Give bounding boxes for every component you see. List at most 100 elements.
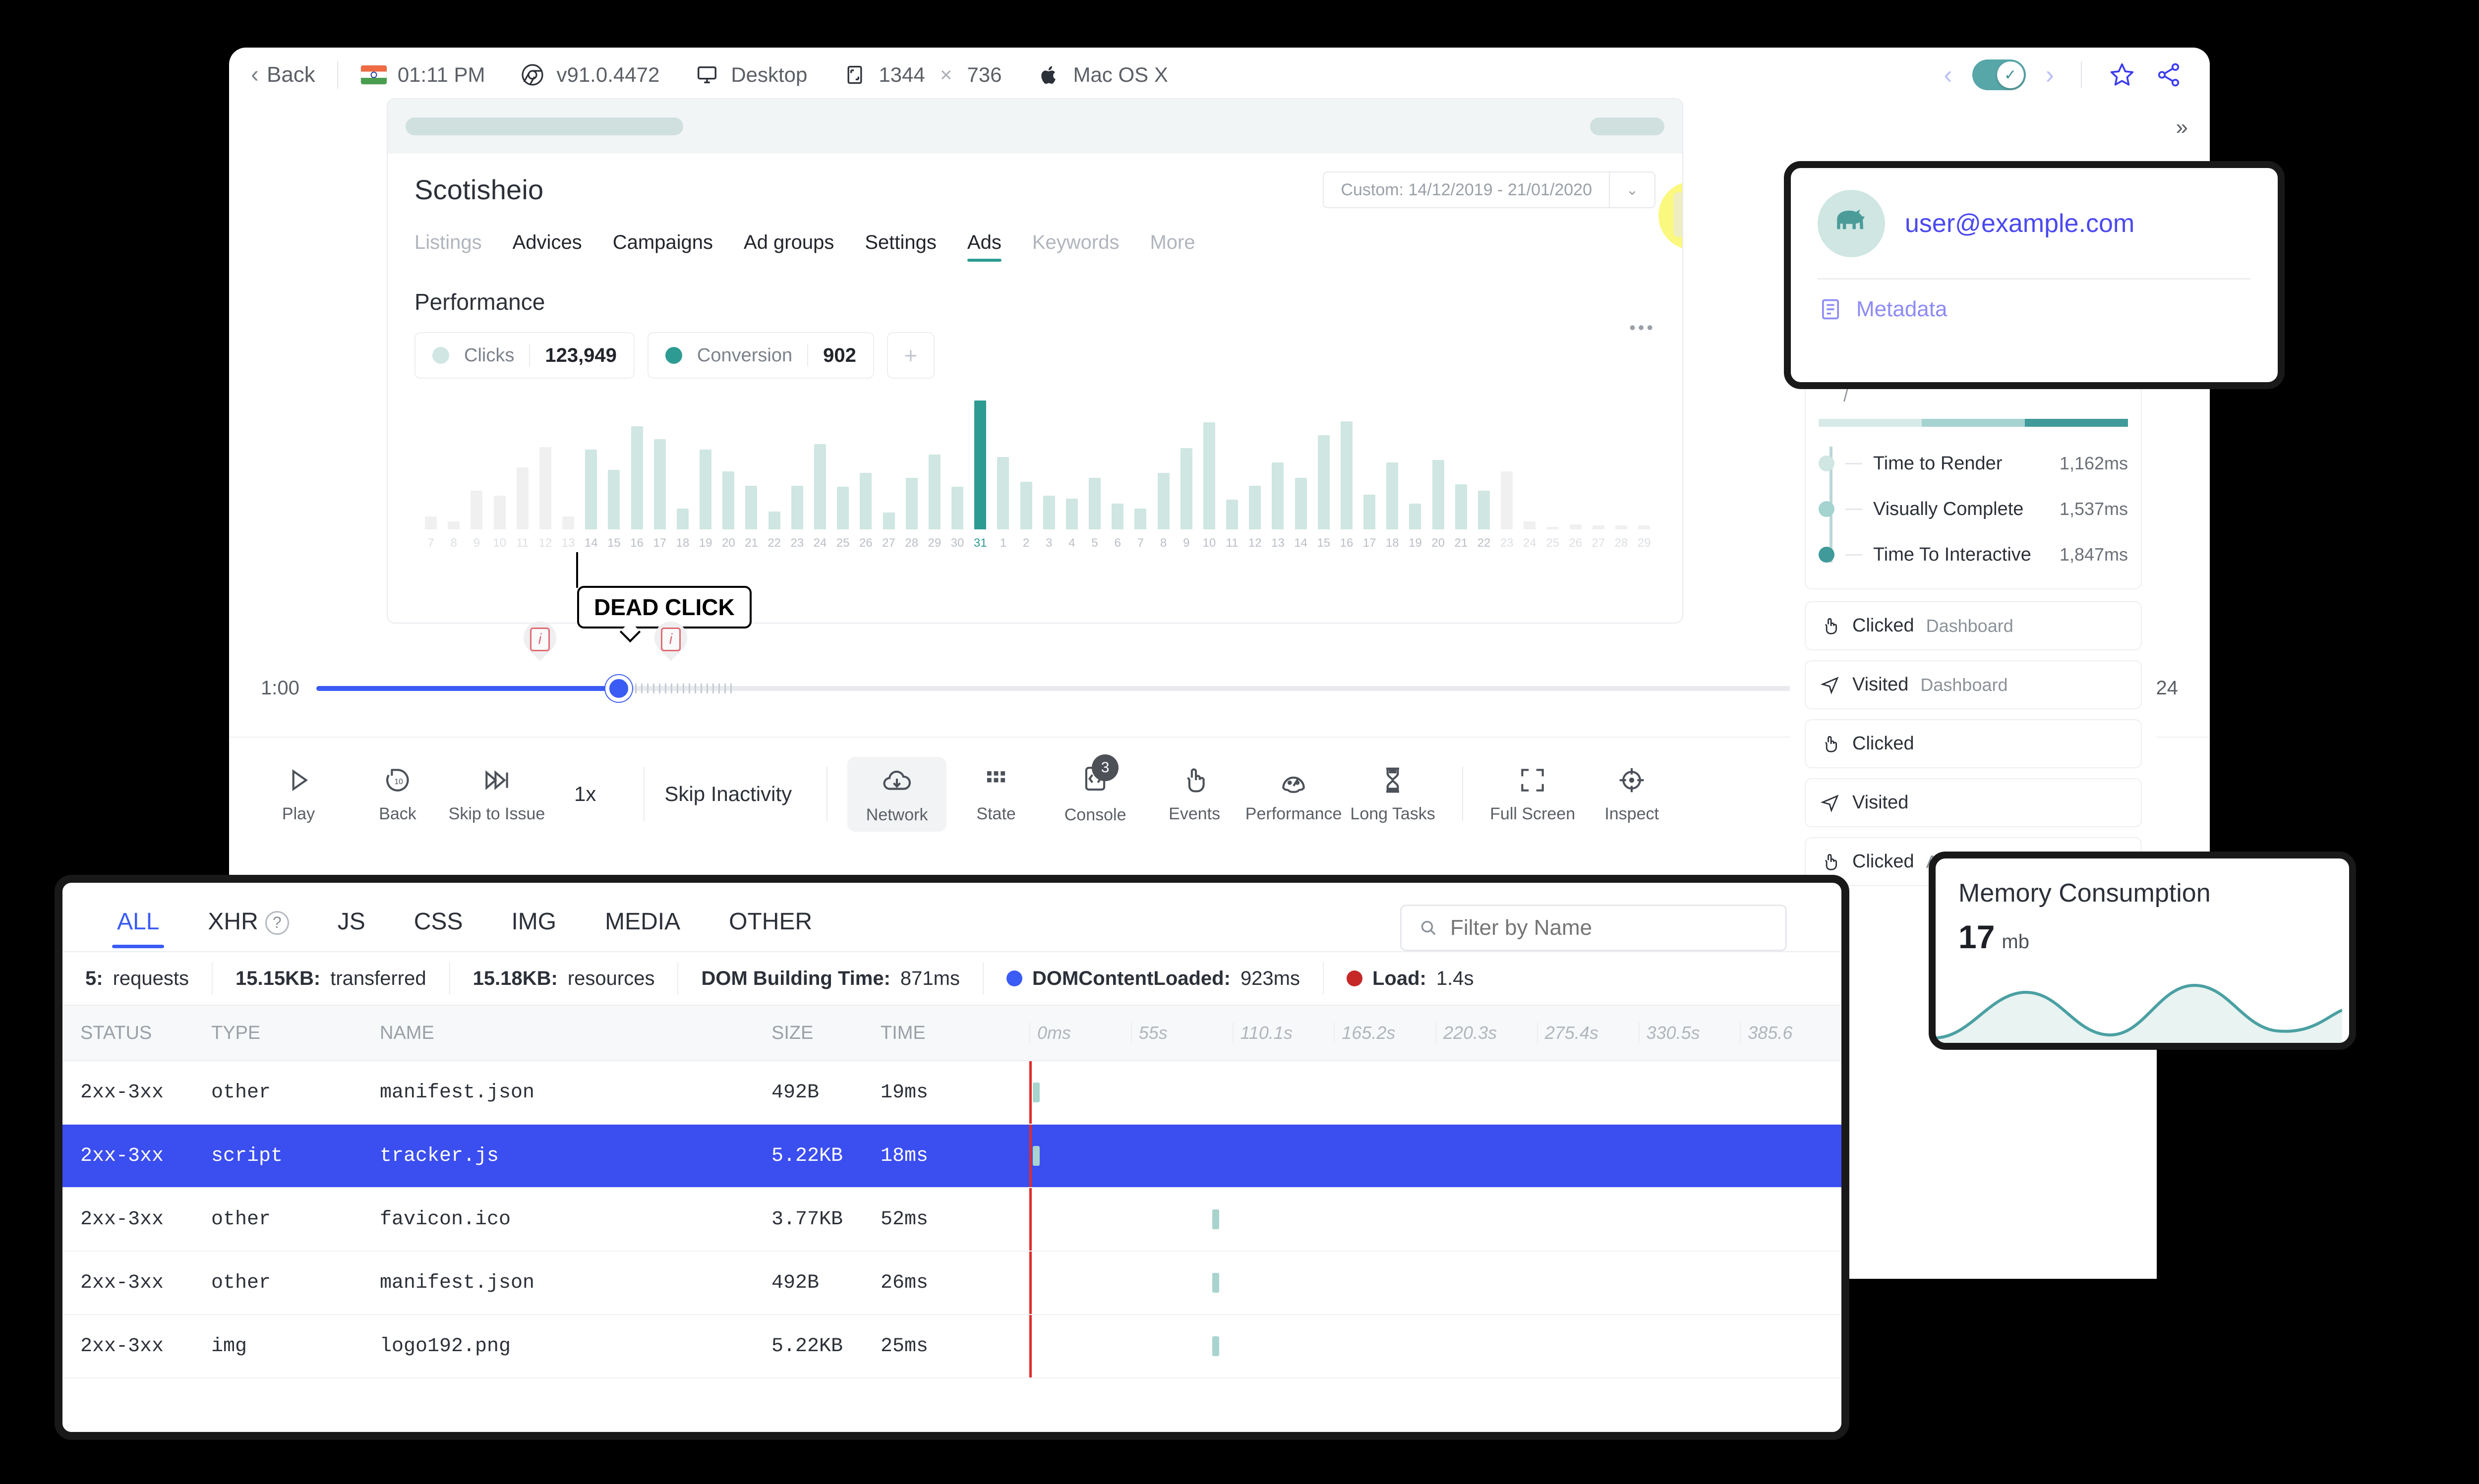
network-tab-img[interactable]: IMG <box>511 908 557 935</box>
chart-bar <box>562 516 575 529</box>
chart-x-tick: 29 <box>928 536 942 550</box>
network-tab-css[interactable]: CSS <box>413 908 463 935</box>
session-status-toggle[interactable]: ✓ <box>1972 59 2026 90</box>
chart-bar-column <box>1564 400 1587 529</box>
panel-tab-long-tasks[interactable]: Long Tasks <box>1343 765 1442 824</box>
table-row[interactable]: 2xx-3xx other favicon.ico 3.77KB 52ms <box>62 1188 1841 1252</box>
play-button[interactable]: Play <box>249 765 348 824</box>
back-button[interactable]: ‹ Back <box>251 62 315 87</box>
page-tab-campaigns[interactable]: Campaigns <box>612 231 713 253</box>
column-size[interactable]: SIZE <box>771 1022 814 1043</box>
panel-tab-network[interactable]: Network <box>847 756 947 832</box>
back-10-button[interactable]: 10 Back <box>348 765 447 824</box>
star-icon[interactable] <box>2109 61 2135 88</box>
chart-bar <box>493 496 506 529</box>
panel-tab-console[interactable]: 3 Console <box>1046 754 1145 825</box>
metadata-link[interactable]: Metadata <box>1818 296 2251 322</box>
timeline-scrubber-handle[interactable] <box>605 675 632 702</box>
chart-bar-column <box>694 400 717 529</box>
panel-tab-performance[interactable]: Performance <box>1244 765 1343 824</box>
user-identity-row: user@example.com <box>1818 190 2251 257</box>
inspect-button[interactable]: Inspect <box>1582 765 1681 824</box>
panel-tab-state[interactable]: State <box>946 765 1046 824</box>
metadata-icon <box>1822 299 1839 320</box>
divider <box>529 344 531 366</box>
network-tab-media[interactable]: MEDIA <box>605 908 681 935</box>
column-type[interactable]: TYPE <box>211 1022 261 1043</box>
fullscreen-icon <box>1521 768 1544 792</box>
chart-bar-column <box>649 400 671 529</box>
phase-segment <box>2025 419 2128 427</box>
playback-speed-button[interactable]: 1x <box>574 782 596 805</box>
summary-domcontentloaded: DOMContentLoaded: 923ms <box>984 962 1324 995</box>
page-content: Scotisheio Custom: 14/12/2019 - 21/01/20… <box>388 154 1682 550</box>
network-tab-js[interactable]: JS <box>337 908 365 935</box>
network-tab-all[interactable]: ALL <box>112 908 165 948</box>
chart-bar <box>745 485 758 529</box>
issue-marker[interactable]: i <box>648 615 694 663</box>
help-icon[interactable]: ? <box>265 911 289 935</box>
expand-sidebar-icon[interactable]: » <box>2176 115 2188 139</box>
performance-more-icon[interactable]: ••• <box>1629 317 1655 338</box>
chart-bar <box>1524 521 1536 529</box>
chart-bar-column <box>602 400 625 529</box>
chart-bar-column <box>1061 400 1083 529</box>
performance-bar-chart <box>414 400 1655 529</box>
prev-session-icon[interactable]: ‹ <box>1944 60 1952 89</box>
metric-value: 123,949 <box>545 344 617 366</box>
event-row-visited-dashboard[interactable]: Visited Dashboard <box>1805 660 2142 709</box>
page-tab-advices[interactable]: Advices <box>512 231 582 253</box>
chart-bar-column <box>1495 400 1518 529</box>
page-tab-keywords[interactable]: Keywords <box>1032 231 1120 253</box>
issue-marker[interactable]: i <box>517 615 563 663</box>
metric-dash <box>1845 462 1862 464</box>
skip-forward-icon <box>485 770 508 790</box>
panel-tab-events[interactable]: Events <box>1145 765 1244 824</box>
page-tab-ads[interactable]: Ads <box>967 231 1002 262</box>
skip-to-issue-button[interactable]: Skip to Issue <box>447 765 546 824</box>
gauge-icon <box>1282 776 1305 793</box>
play-icon <box>292 769 308 791</box>
date-range-picker[interactable]: Custom: 14/12/2019 - 21/01/2020 ⌄ ••• <box>1323 171 1682 250</box>
chevron-down-icon[interactable]: ⌄ <box>1609 172 1654 207</box>
chart-x-tick: 3 <box>1046 536 1053 550</box>
summary-key: Load: <box>1372 967 1426 989</box>
column-name[interactable]: NAME <box>380 1022 434 1043</box>
page-tab-settings[interactable]: Settings <box>865 231 937 253</box>
page-tab-more[interactable]: More <box>1150 231 1195 253</box>
page-tab-ad-groups[interactable]: Ad groups <box>744 231 834 253</box>
column-time[interactable]: TIME <box>881 1022 926 1043</box>
full-screen-button[interactable]: Full Screen <box>1483 765 1582 824</box>
filter-search-box[interactable] <box>1400 905 1787 951</box>
chart-bar-column <box>1106 400 1129 529</box>
next-session-icon[interactable]: › <box>2045 60 2054 89</box>
event-row-clicked[interactable]: Clicked <box>1805 719 2142 768</box>
table-row[interactable]: 2xx-3xx other manifest.json 492B 26ms <box>62 1252 1841 1315</box>
chart-x-tick: 8 <box>450 536 457 550</box>
user-email[interactable]: user@example.com <box>1905 209 2135 238</box>
skeleton-bar <box>1590 117 1664 135</box>
network-tab-other[interactable]: OTHER <box>729 908 813 935</box>
add-metric-button[interactable]: + <box>886 332 935 379</box>
waterfall-bar <box>1032 1146 1040 1166</box>
column-status[interactable]: STATUS <box>80 1022 152 1043</box>
metric-chip-clicks[interactable]: Clicks 123,949 <box>414 332 635 379</box>
table-row[interactable]: 2xx-3xx script tracker.js 5.22KB 18ms <box>62 1125 1841 1188</box>
table-row[interactable]: 2xx-3xx other manifest.json 492B 19ms <box>62 1061 1841 1125</box>
event-row-clicked-dashboard[interactable]: Clicked Dashboard <box>1805 601 2142 650</box>
metric-chip-conversion[interactable]: Conversion 902 <box>647 332 874 379</box>
table-row[interactable]: 2xx-3xx img logo192.png 5.22KB 25ms <box>62 1315 1841 1378</box>
share-icon[interactable] <box>2155 61 2182 88</box>
chart-bar-column <box>900 400 923 529</box>
status-dot <box>1006 970 1022 986</box>
chart-bar <box>791 485 803 529</box>
chart-x-tick: 16 <box>1340 536 1354 550</box>
waterfall-tick: 0ms <box>1029 1023 1131 1043</box>
divider <box>644 767 645 821</box>
search-input[interactable] <box>1450 915 1769 940</box>
network-tab-xhr[interactable]: XHR? <box>208 908 289 948</box>
page-tab-listings[interactable]: Listings <box>414 231 482 253</box>
skip-inactivity-toggle[interactable]: Skip Inactivity <box>664 782 792 805</box>
event-row-visited[interactable]: Visited <box>1805 778 2142 827</box>
page-more-button[interactable]: ••• <box>1673 192 1682 237</box>
